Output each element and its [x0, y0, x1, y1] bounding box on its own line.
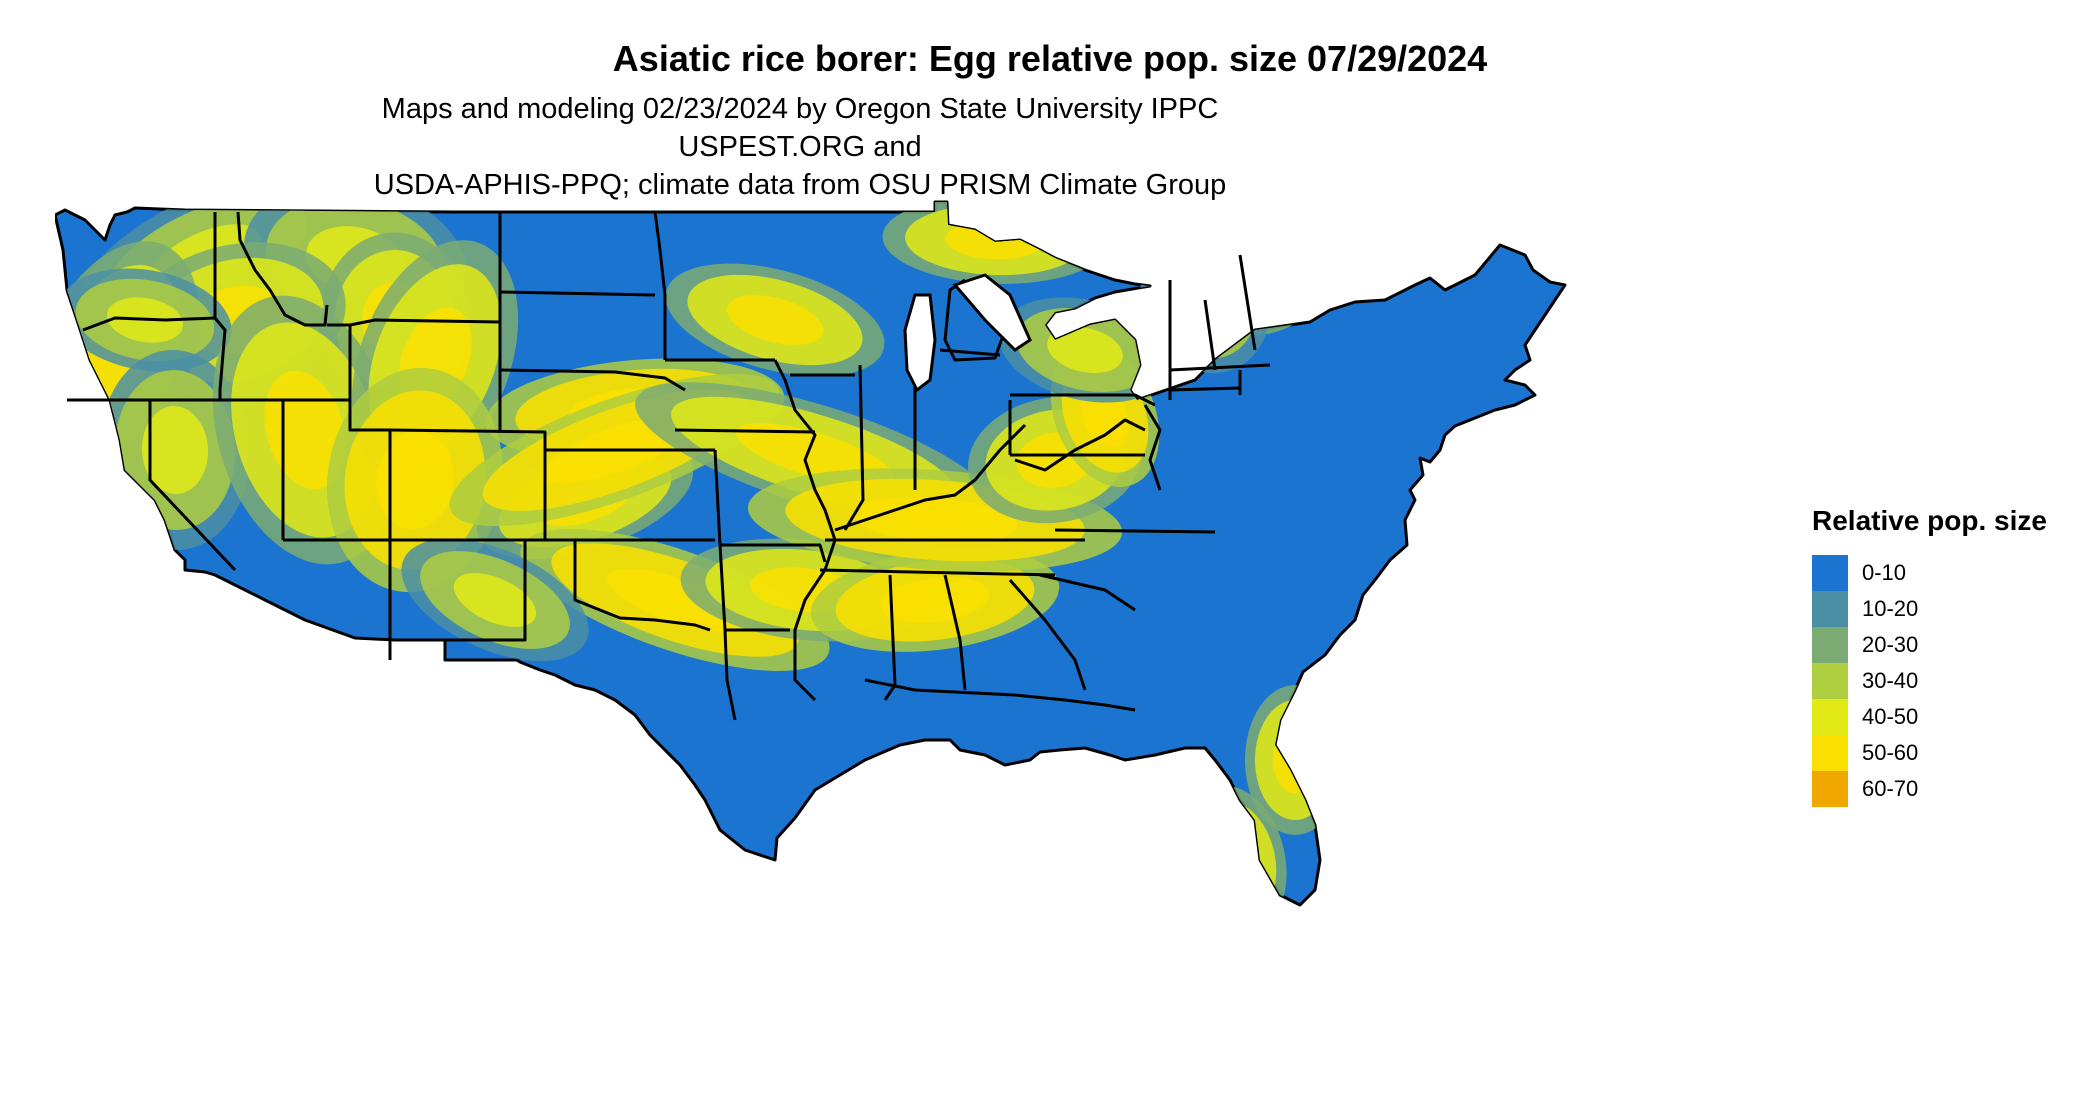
state-boundaries: [67, 211, 1271, 721]
boundary-vt-nh: [1203, 299, 1217, 371]
heat-patch-ring: [1273, 727, 1317, 793]
legend-label: 60-70: [1862, 776, 1919, 801]
boundary-wv-va: [1014, 418, 1146, 472]
boundary-ga-sc: [1008, 579, 1087, 691]
us-population-map: [55, 200, 1567, 907]
boundary-ut-co: [348, 400, 392, 540]
legend-swatch: [1812, 663, 1848, 699]
boundary-ia-mo: [674, 428, 816, 434]
heat-patch-ring: [395, 679, 515, 761]
legend-label: 10-20: [1862, 596, 1919, 621]
legend-label: 30-40: [1862, 668, 1919, 693]
boundary-ma-ct-ri: [1169, 363, 1271, 395]
heat-patch: [326, 367, 504, 593]
legend-swatch: [1812, 555, 1848, 591]
boundary-va-nc: [1054, 528, 1216, 534]
lake-michigan: [903, 293, 937, 393]
boundary-fl-panhandle: [1064, 698, 1136, 712]
heat-patch: [380, 668, 530, 772]
boundary-nc-sc: [1039, 573, 1136, 612]
boundary-ca-nv: [148, 400, 237, 572]
legend: Relative pop. size 0-10 10-20 20-30 30-4…: [1812, 505, 2082, 807]
legend-label: 40-50: [1862, 704, 1919, 729]
boundary-nh-me: [1238, 254, 1257, 351]
heat-patch-ring: [852, 497, 1018, 543]
legend-swatch: [1812, 591, 1848, 627]
legend-swatch: [1812, 699, 1848, 735]
boundary-ok-tx: [573, 540, 711, 632]
map-title: Asiatic rice borer: Egg relative pop. si…: [612, 38, 1488, 79]
heat-patch-ring: [376, 430, 454, 530]
boundary-al-ga: [943, 574, 967, 691]
legend-item: 30-40: [1812, 663, 2082, 699]
heat-patch: [665, 263, 885, 377]
legend-item: 60-70: [1812, 771, 2082, 807]
heat-patch-ring: [607, 568, 743, 632]
boundary-tn-south: [819, 568, 1056, 577]
boundary-ga-fl-al: [864, 678, 1066, 702]
legend-swatch: [1812, 735, 1848, 771]
heat-patch-ring: [1255, 700, 1335, 820]
heat-patch-ring: [141, 406, 209, 494]
subtitle-line-2: USDA-APHIS-PPQ; climate data from OSU PR…: [373, 169, 1227, 201]
heat-patch: [520, 529, 830, 671]
boundary-la-tx: [723, 629, 737, 721]
heat-patch-ring: [726, 295, 824, 345]
subtitle-line-1: Maps and modeling 02/23/2024 by Oregon S…: [381, 93, 1219, 163]
legend-title: Relative pop. size: [1812, 505, 2047, 536]
map-subtitle: Maps and modeling 02/23/2024 by Oregon S…: [300, 90, 1300, 204]
boundary-id-mt: [236, 211, 329, 327]
legend-item: 40-50: [1812, 699, 2082, 735]
boundary-mo-ar: [720, 543, 827, 563]
boundary-sd-ne: [499, 368, 686, 392]
legend-label: 50-60: [1862, 740, 1919, 765]
boundary-wa-or: [82, 316, 216, 332]
boundary-mn-dakotas: [653, 211, 667, 360]
legend-swatch: [1812, 627, 1848, 663]
legend-item: 0-10: [1812, 555, 2082, 591]
boundary-co-east: [389, 428, 547, 540]
boundary-nj: [1143, 404, 1162, 491]
legend-item: 10-20: [1812, 591, 2082, 627]
legend-item: 50-60: [1812, 735, 2082, 771]
heat-patch-ring: [1222, 227, 1288, 293]
boundary-mississippi-river: [773, 359, 837, 702]
legend-label: 20-30: [1862, 632, 1919, 657]
legend-item: 20-30: [1812, 627, 2082, 663]
boundary-nm-tx: [445, 540, 527, 642]
great-lakes: [903, 273, 1032, 393]
boundary-mt-wy: [327, 318, 501, 327]
heat-patch-ring: [1212, 827, 1258, 893]
heat-patch-ring: [380, 668, 530, 772]
heat-patch-ring: [453, 573, 537, 627]
boundary-mo-ks: [713, 449, 722, 546]
heat-patch-ring: [422, 697, 488, 743]
lake-erie-huron: [952, 273, 1032, 352]
boundary-nd-sd: [499, 290, 656, 297]
boundary-or-id: [213, 317, 227, 400]
heat-patch-ring: [880, 577, 990, 623]
boundary-il-in: [843, 364, 865, 531]
legend-label: 0-10: [1862, 560, 1907, 585]
boundary-pa-ny: [1010, 393, 1156, 407]
boundary-ohio-river: [834, 423, 1027, 532]
legend-swatch: [1812, 771, 1848, 807]
heat-patch: [401, 538, 589, 662]
heat-patch-ring: [1047, 326, 1123, 374]
